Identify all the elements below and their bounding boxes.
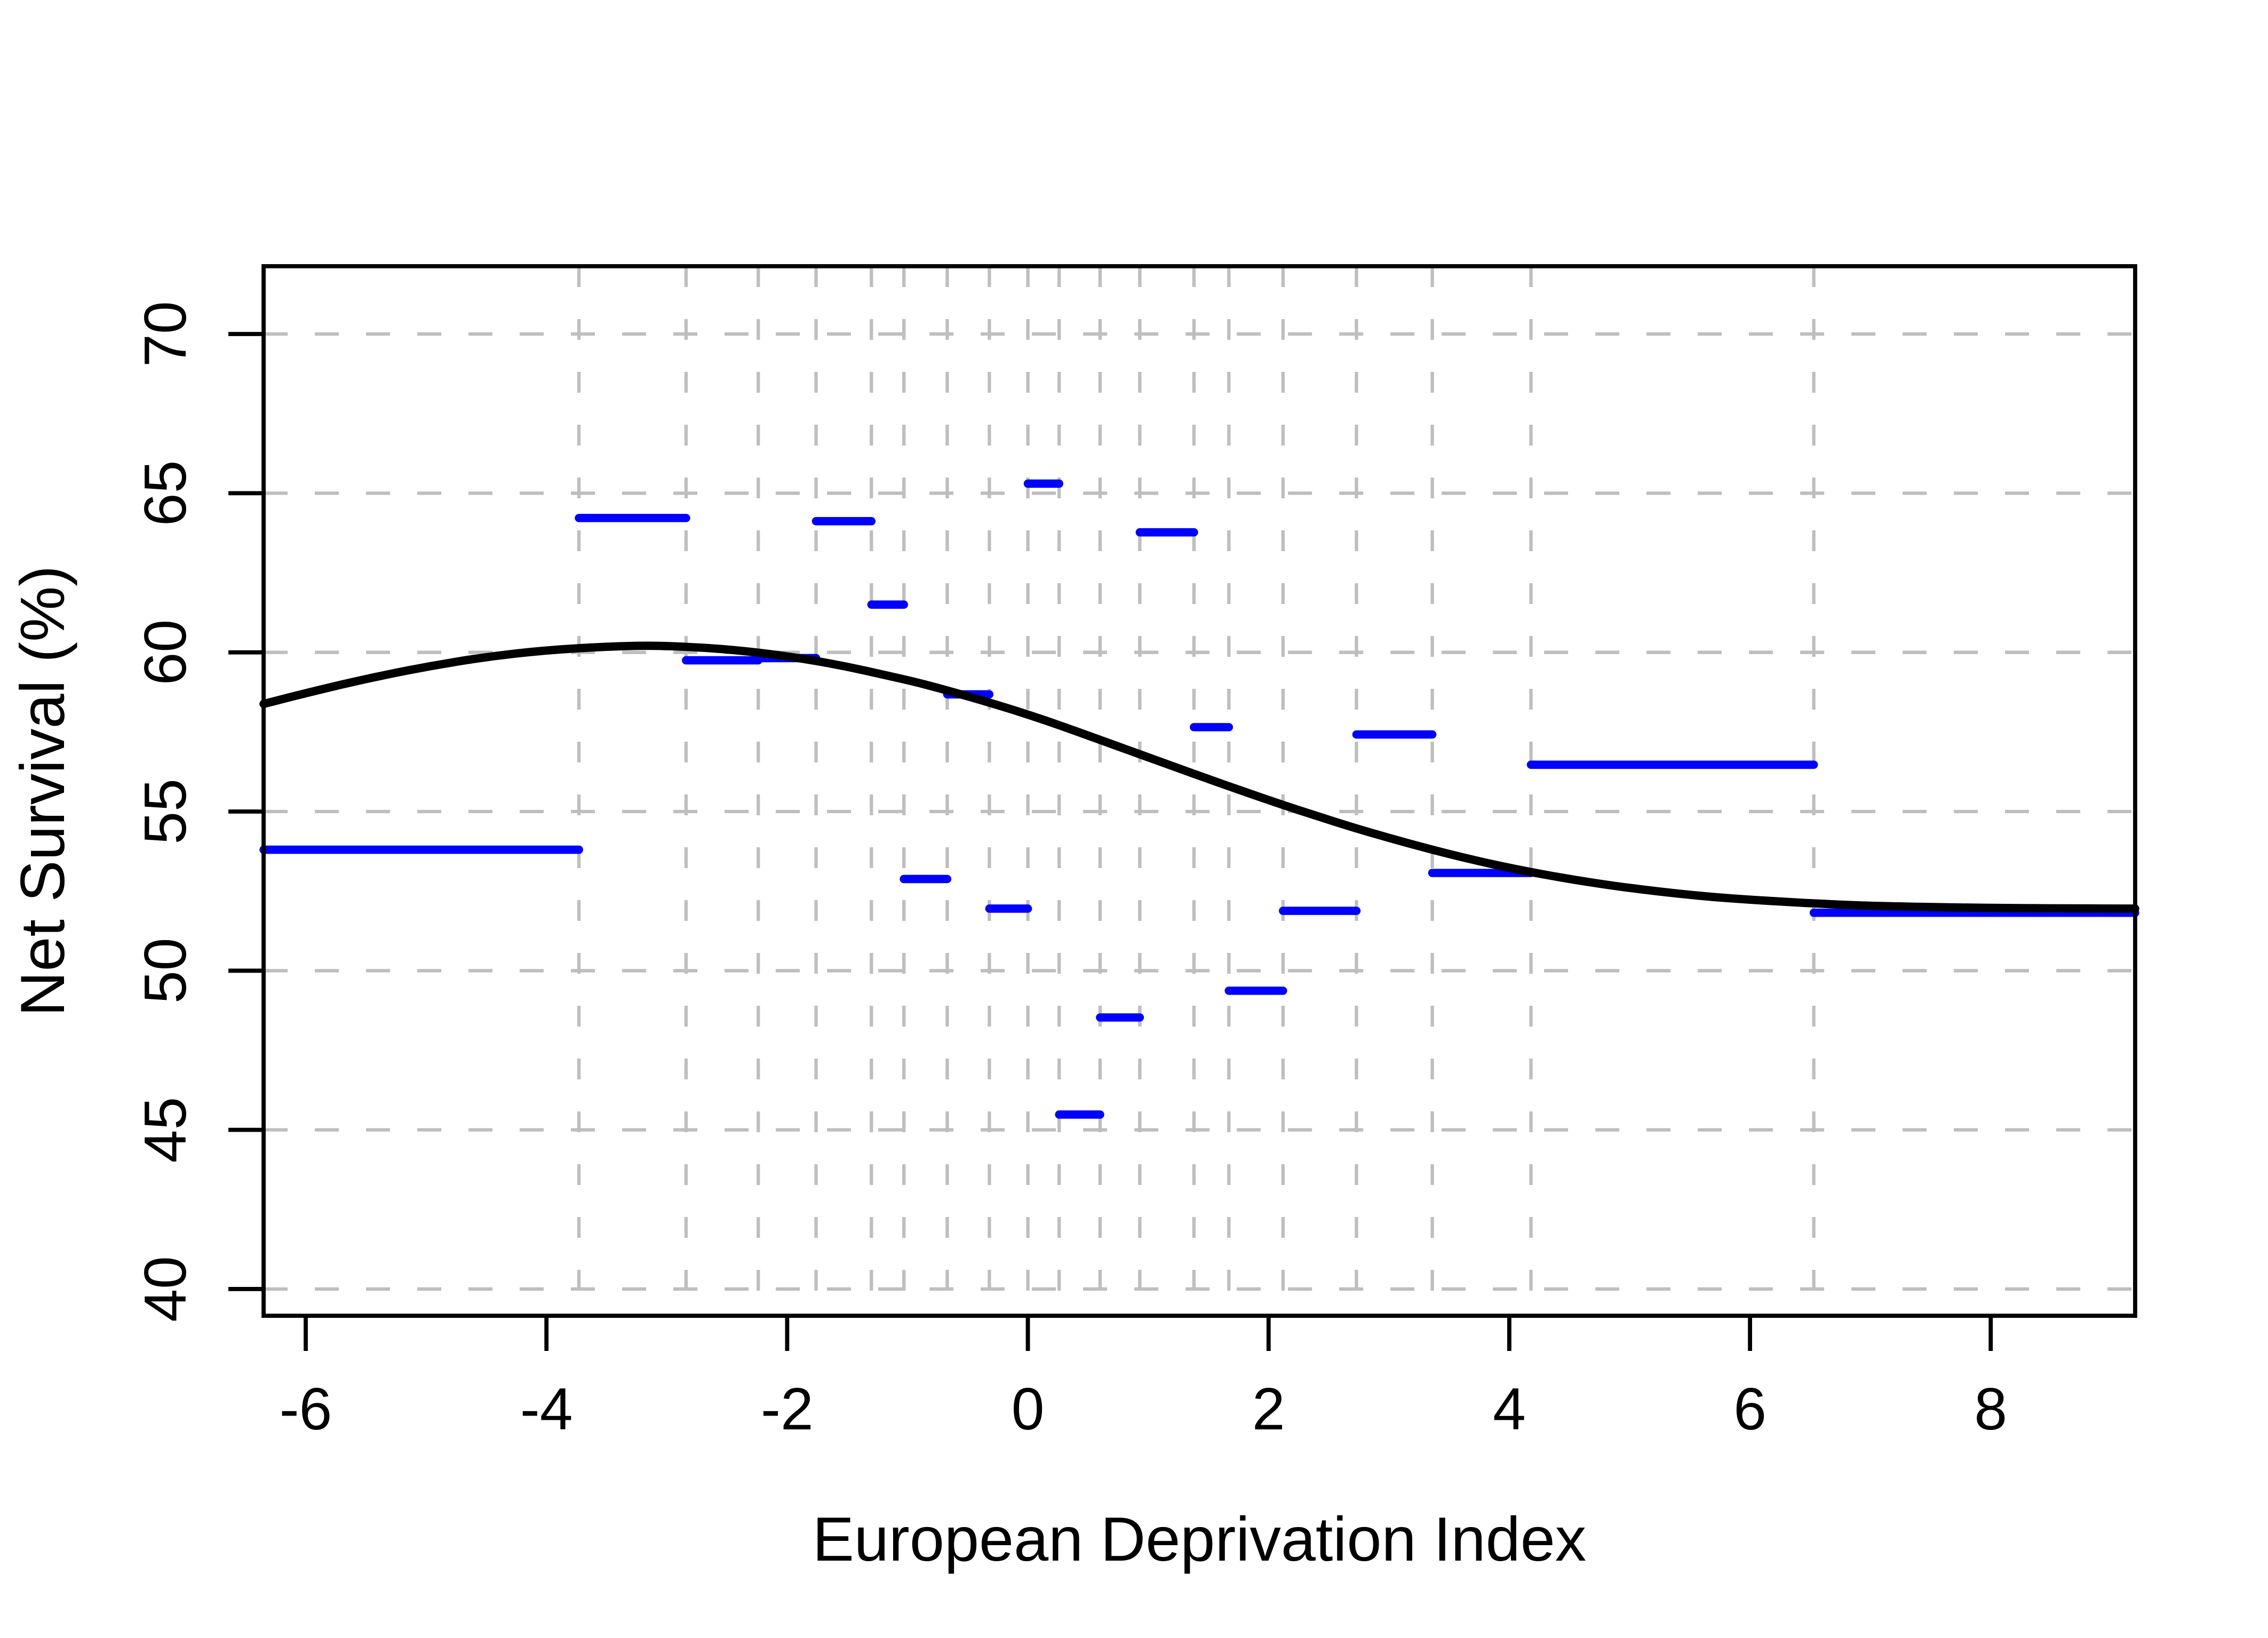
x-tick-label: 6: [1733, 1376, 1766, 1442]
y-tick-label: 70: [132, 301, 198, 367]
x-axis-ticks: [304, 1316, 1993, 1351]
x-axis-title: European Deprivation Index: [813, 1504, 1586, 1574]
y-tick-label: 50: [132, 938, 198, 1004]
y-axis-title: Net Survival (%): [7, 566, 77, 1016]
x-tick-label: 4: [1493, 1376, 1526, 1442]
y-axis-tick-labels: 40 45 50 55 60 65 70: [132, 301, 198, 1322]
x-tick-label: 0: [1012, 1376, 1045, 1442]
x-tick-label: -4: [520, 1376, 573, 1442]
quantile-segments-series: [259, 479, 2139, 1119]
vertical-gridlines: [577, 266, 1816, 1316]
x-axis-tick-labels: -6 -4 -2 0 2 4 6 8: [280, 1376, 2007, 1442]
x-tick-label: -2: [761, 1376, 814, 1442]
y-tick-label: 65: [132, 460, 198, 526]
y-tick-label: 55: [132, 778, 198, 844]
x-tick-label: 2: [1252, 1376, 1285, 1442]
smoothed-spline-series: [259, 641, 2139, 913]
x-tick-label: 8: [1974, 1376, 2007, 1442]
horizontal-gridlines: [264, 332, 2135, 1291]
x-tick-label: -6: [280, 1376, 332, 1442]
plot-border: [261, 264, 2137, 1318]
smoothed-spline-curve: [259, 641, 2139, 913]
y-tick-label: 40: [132, 1256, 198, 1322]
y-tick-label: 60: [132, 619, 198, 685]
y-axis-ticks: [228, 332, 264, 1291]
y-tick-label: 45: [132, 1097, 198, 1163]
